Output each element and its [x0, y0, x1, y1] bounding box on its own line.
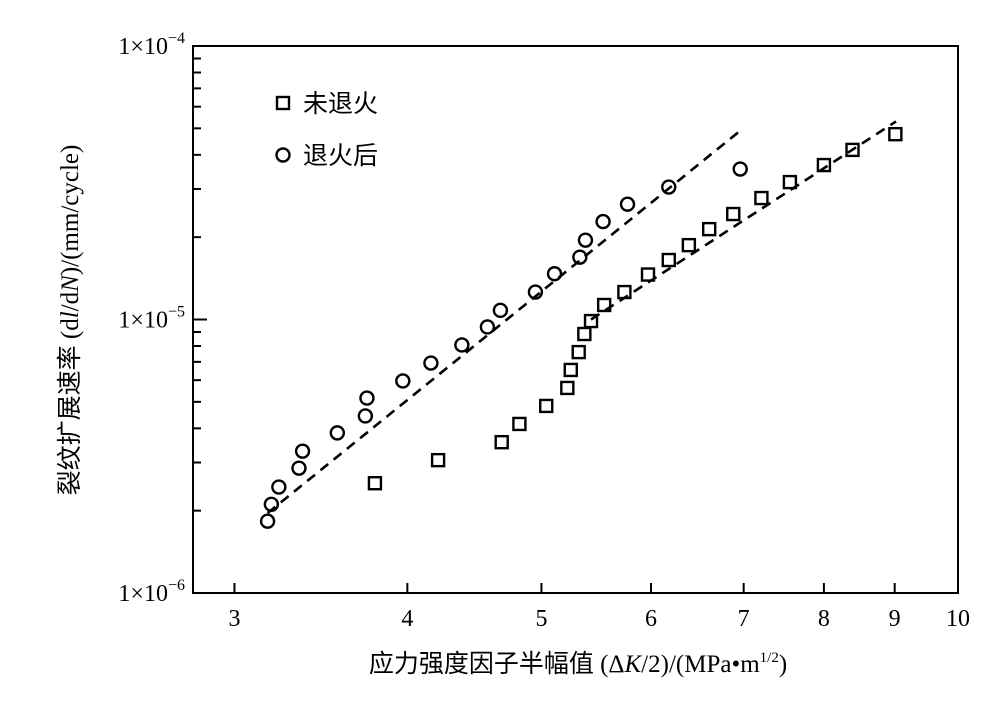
data-point-circle — [294, 443, 311, 459]
data-point-circle — [263, 496, 280, 513]
data-point-circle — [527, 284, 544, 300]
data-point-square — [640, 267, 656, 282]
y-tick-label: 1×10−6 — [118, 577, 185, 607]
data-point-square — [367, 476, 383, 491]
legend-circle-marker — [275, 147, 291, 163]
data-point-square — [782, 174, 798, 190]
data-point-circle — [492, 302, 509, 319]
fit-line-circle — [266, 129, 742, 515]
fit-line-square — [590, 120, 897, 321]
data-point-square — [816, 157, 832, 173]
data-point-square — [681, 237, 697, 253]
data-point-square — [539, 398, 554, 414]
data-point-circle — [291, 460, 307, 476]
y-axis-label: 裂纹扩展速率 (dl/dN)/(mm/cycle) — [56, 145, 84, 496]
x-tick-label: 9 — [889, 606, 901, 632]
data-point-circle — [595, 213, 611, 230]
data-point-circle — [546, 266, 563, 282]
y-tick-labels: 1×10−4 1×10−5 1×10−6 — [118, 30, 185, 607]
x-tick-label: 10 — [946, 606, 970, 632]
x-axis-label: 应力强度因子半幅值 (ΔK/2)/(MPa•m1/2) — [369, 650, 787, 678]
data-point-square — [726, 206, 741, 222]
legend: 未退火 退火后 — [275, 90, 378, 170]
data-point-square — [577, 326, 592, 342]
legend-square-marker — [275, 95, 291, 111]
x-tick-label: 8 — [818, 606, 830, 632]
data-point-square — [430, 452, 446, 468]
x-tick-label: 5 — [535, 606, 547, 632]
data-point-circle — [732, 161, 748, 177]
axis-ticks — [193, 45, 959, 594]
data-point-circle — [259, 513, 276, 529]
data-point-square — [512, 416, 527, 432]
data-point-square — [661, 252, 676, 268]
fit-lines — [266, 120, 897, 515]
data-point-square — [583, 313, 599, 329]
data-point-square — [563, 362, 578, 378]
x-tick-label: 7 — [738, 606, 750, 632]
data-point-circle — [423, 355, 439, 371]
data-point-square — [617, 284, 632, 300]
legend-label-annealed: 退火后 — [303, 142, 378, 170]
data-point-circle — [619, 196, 636, 212]
legend-label-unannealed: 未退火 — [303, 90, 378, 118]
data-point-square — [596, 297, 612, 313]
data-point-square — [845, 142, 860, 158]
x-tick-label: 6 — [645, 606, 657, 632]
data-point-circle — [577, 232, 594, 248]
data-point-circle — [479, 319, 496, 335]
x-tick-label: 3 — [228, 606, 240, 632]
x-tick-label: 4 — [401, 606, 413, 632]
data-point-circle — [359, 390, 375, 406]
data-point-circle — [395, 373, 411, 389]
data-point-circle — [454, 337, 470, 353]
data-point-circle — [572, 249, 588, 265]
y-tick-label: 1×10−5 — [118, 304, 185, 334]
y-tick-label: 1×10−4 — [118, 30, 185, 60]
data-points — [259, 126, 903, 529]
x-tick-labels: 3 4 5 6 7 8 9 10 — [228, 606, 970, 632]
data-point-circle — [357, 408, 374, 424]
plot-frame — [192, 45, 959, 594]
data-point-circle — [271, 479, 287, 495]
data-point-circle — [661, 179, 677, 195]
data-point-square — [560, 380, 575, 396]
data-point-square — [571, 344, 586, 360]
data-point-circle — [329, 425, 346, 441]
data-point-square — [494, 434, 509, 450]
data-point-square — [754, 190, 769, 206]
data-point-square — [702, 221, 717, 237]
data-point-square — [888, 126, 903, 142]
